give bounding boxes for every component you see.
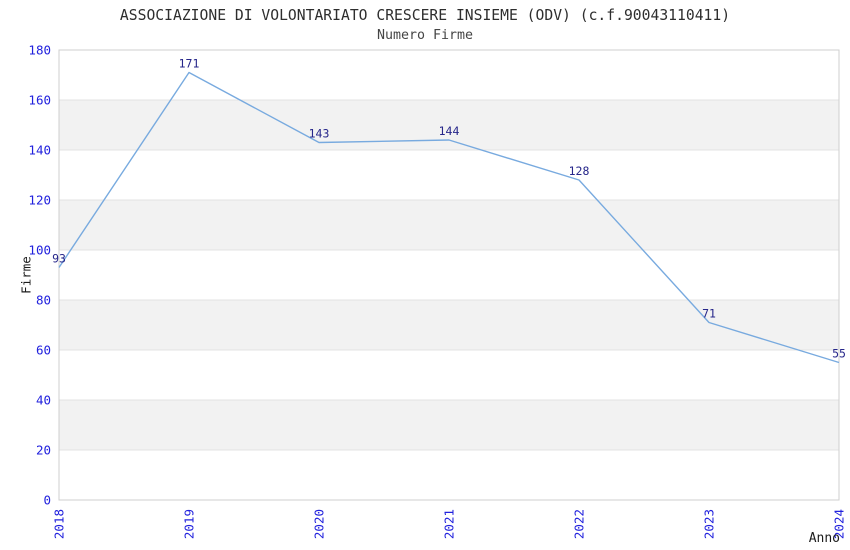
x-tick-label: 2020	[312, 509, 327, 539]
plot-band	[59, 100, 839, 150]
chart-title: ASSOCIAZIONE DI VOLONTARIATO CRESCERE IN…	[119, 7, 731, 24]
y-tick-label: 180	[28, 43, 51, 58]
y-tick-label: 120	[28, 193, 51, 208]
plot-frame	[58, 49, 840, 501]
plot-band	[59, 400, 839, 450]
x-axis-label: Anno	[808, 531, 840, 546]
value-label: 71	[702, 307, 716, 321]
plot-band	[59, 200, 839, 250]
y-tick-label: 40	[36, 393, 51, 408]
y-tick-label: 60	[36, 343, 51, 358]
value-label: 171	[179, 57, 200, 71]
x-tick-label: 2023	[702, 509, 717, 539]
x-tick-label: 2018	[52, 509, 67, 539]
plot-band	[59, 300, 839, 350]
y-tick-label: 20	[36, 443, 51, 458]
y-tick-label: 100	[28, 243, 51, 258]
y-tick-label: 160	[28, 93, 51, 108]
chart-subtitle: Numero Firme	[376, 28, 474, 43]
value-label: 143	[309, 127, 330, 141]
x-tick-label: 2022	[572, 509, 587, 539]
y-tick-label: 140	[28, 143, 51, 158]
series-line	[58, 71, 840, 364]
y-axis-label: Firme	[18, 256, 34, 294]
value-label: 55	[832, 347, 846, 361]
x-tick-label: 2024	[832, 509, 847, 539]
x-tick-label: 2019	[182, 509, 197, 539]
value-label: 128	[569, 164, 590, 178]
value-label: 93	[52, 252, 66, 266]
value-label: 144	[439, 124, 460, 138]
x-tick-label: 2021	[442, 509, 457, 539]
y-tick-label: 80	[36, 293, 51, 308]
y-tick-label: 0	[43, 493, 51, 508]
